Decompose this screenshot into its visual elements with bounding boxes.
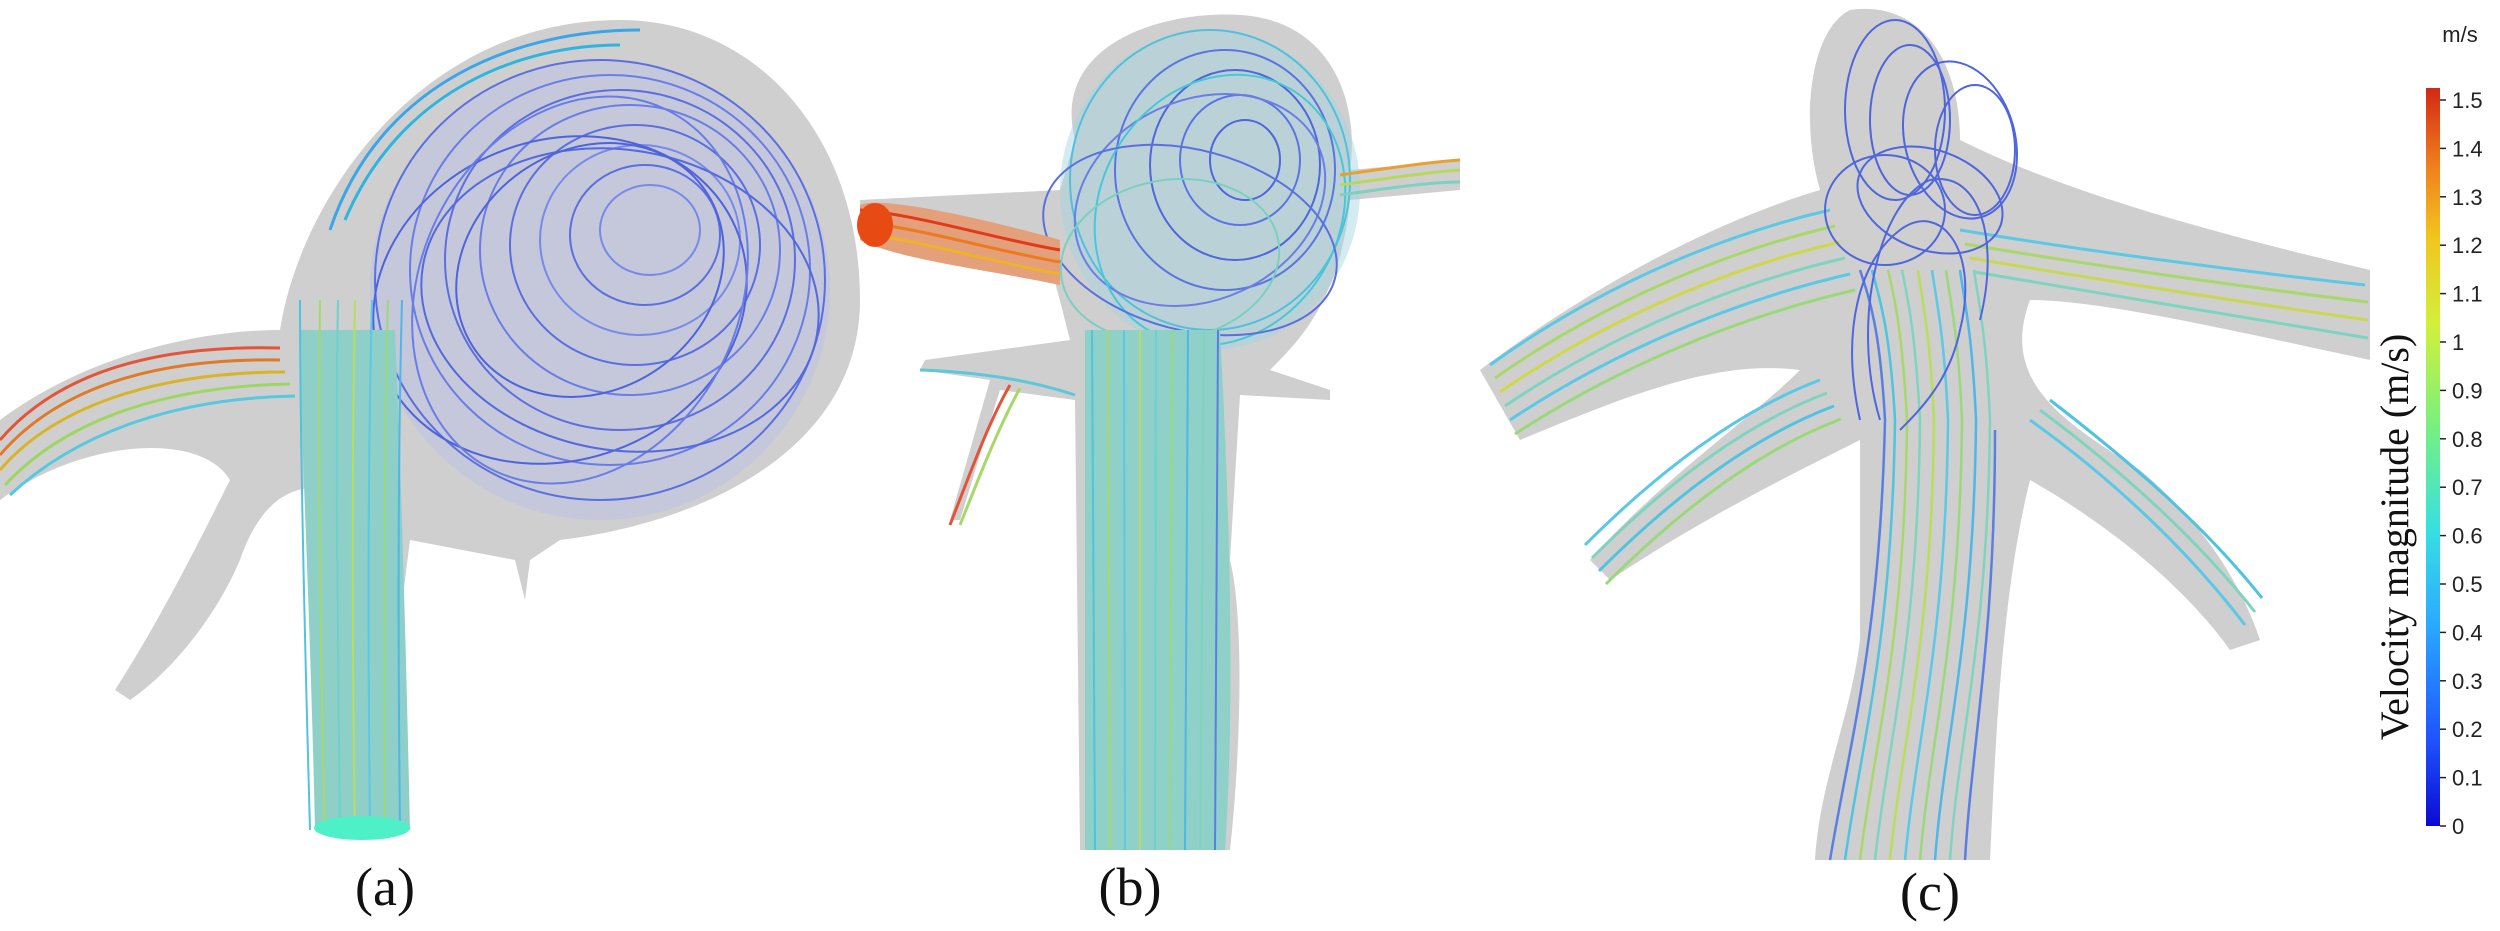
parent-artery-b bbox=[1085, 329, 1231, 851]
panel-label-a: (a) bbox=[355, 857, 415, 917]
right-upper-branch-c bbox=[1959, 228, 2369, 340]
vessel-shadow-a bbox=[0, 20, 860, 700]
colorbar-tick-label: 1.1 bbox=[2452, 282, 2483, 307]
right-lower-branch-c bbox=[2029, 398, 2264, 626]
parent-artery-c bbox=[1828, 269, 1997, 861]
dome-streamlines-a bbox=[328, 28, 830, 520]
colorbar-tick-label: 1.3 bbox=[2452, 185, 2483, 210]
colorbar-tick-label: 0.7 bbox=[2452, 475, 2483, 500]
colorbar-title: Velocity magnitude (m/s) bbox=[2372, 334, 2417, 741]
right-branch-b bbox=[1339, 158, 1461, 197]
colorbar-tick-label: 1 bbox=[2452, 330, 2464, 355]
colorbar-tick-label: 1.2 bbox=[2452, 233, 2483, 258]
left-upper-branch-c bbox=[1489, 208, 1856, 436]
panel-b bbox=[857, 14, 1461, 851]
colorbar-unit: m/s bbox=[2442, 22, 2477, 47]
dome-streamlines-c bbox=[1824, 19, 2019, 431]
colorbar-tick-label: 0.5 bbox=[2452, 572, 2483, 597]
colorbar-tick-label: 0.3 bbox=[2452, 669, 2483, 694]
colorbar-tick-label: 1.5 bbox=[2452, 88, 2483, 113]
colorbar-ticks: 1.5 1.4 1.3 1.2 1.1 1 0.9 0.8 0.7 0.6 0.5 0.4 0.3 0.2… bbox=[2440, 88, 2483, 839]
panel-c bbox=[1480, 8, 2370, 861]
vessel-shadow-c bbox=[1480, 8, 2370, 861]
artery-inlet-a bbox=[314, 816, 410, 840]
colorbar: m/s 1.5 1.4 1.3 1.2 1.1 1 0.9 0.8 0.7 0.6 0.5 0.4 0.… bbox=[2372, 22, 2483, 839]
colorbar-tick-label: 0.1 bbox=[2452, 766, 2483, 791]
side-branch-a bbox=[0, 346, 296, 497]
colorbar-tick-label: 0 bbox=[2452, 814, 2464, 839]
colorbar-tick-label: 1.4 bbox=[2452, 136, 2483, 161]
panel-label-b: (b) bbox=[1099, 857, 1162, 917]
dome-streamlines-b bbox=[1042, 29, 1360, 350]
left-lower-branch-c bbox=[1583, 378, 1842, 586]
colorbar-tick-label: 0.9 bbox=[2452, 378, 2483, 403]
colorbar-gradient bbox=[2426, 88, 2440, 826]
panel-label-c: (c) bbox=[1900, 862, 1960, 922]
colorbar-tick-label: 0.4 bbox=[2452, 620, 2483, 645]
parent-artery-a bbox=[299, 299, 410, 840]
small-branch-b bbox=[919, 368, 1076, 526]
left-branch-b bbox=[857, 202, 1061, 285]
colorbar-tick-label: 0.6 bbox=[2452, 524, 2483, 549]
panel-a bbox=[0, 20, 860, 840]
colorbar-tick-label: 0.8 bbox=[2452, 427, 2483, 452]
colorbar-tick-label: 0.2 bbox=[2452, 717, 2483, 742]
